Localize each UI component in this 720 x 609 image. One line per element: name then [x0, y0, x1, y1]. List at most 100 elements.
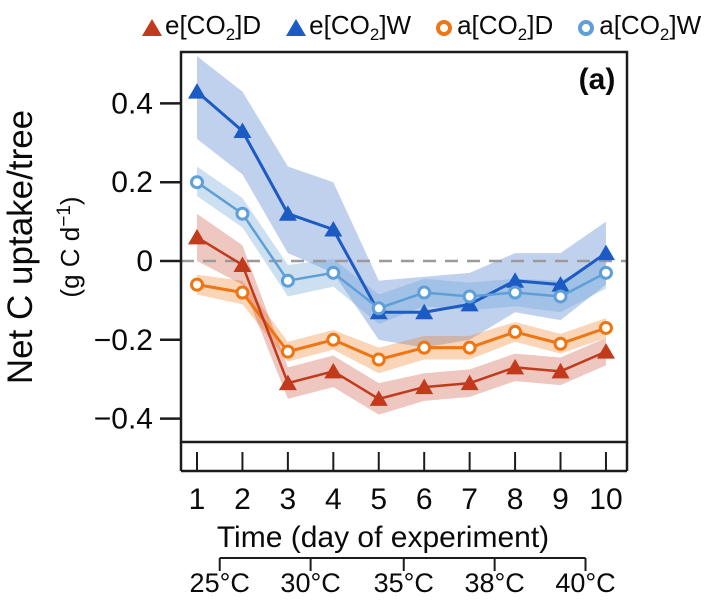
marker-eCO2D-day3: [278, 374, 297, 391]
temperature-label-40°C: 40°C: [555, 568, 615, 598]
x-tick-label-day8: 8: [507, 483, 524, 516]
marker-aCO2D-day8: [508, 324, 523, 339]
marker-aCO2W-day2: [235, 206, 250, 221]
legend-text: ]D: [527, 10, 554, 40]
marker-eCO2W-day1: [188, 83, 206, 99]
marker-eCO2W-day2: [233, 122, 252, 138]
legend-text: ]W: [379, 10, 412, 40]
unit-pre: (g C d: [55, 227, 85, 298]
x-tick-label-day10: 10: [589, 483, 622, 516]
x-tick-label-day3: 3: [280, 483, 297, 516]
marker-aCO2D-day2: [235, 285, 250, 300]
marker-eCO2D-day5: [369, 390, 388, 406]
marker-eCO2D-day7: [460, 374, 479, 391]
temperature-label-25°C: 25°C: [190, 568, 250, 598]
legend-subscript: 2: [517, 25, 528, 45]
x-tick-label-day6: 6: [416, 483, 433, 516]
marker-eCO2W-day3: [278, 205, 297, 221]
axes-group: 0.4 0.2 0 −0.2 −0.4 1 2 3 4 5 6 7 8 9 10 25°C 30°C 35°C 38…: [94, 87, 629, 598]
marker-aCO2D-day7: [462, 340, 477, 355]
marker-eCO2W-day4: [324, 220, 343, 237]
marker-eCO2W-day7: [460, 295, 479, 312]
y-axis-title: Net C uptake/tree: [1, 110, 40, 384]
marker-aCO2D-day9: [553, 336, 568, 351]
legend-text: e[CO: [309, 10, 370, 40]
marker-eCO2W-day10: [596, 244, 615, 261]
marker-aCO2D-day10: [598, 320, 613, 335]
marker-aCO2W-day5: [371, 301, 386, 316]
marker-aCO2W-day4: [326, 265, 341, 280]
marker-aCO2W-day1: [190, 175, 204, 190]
unit-superscript: −1: [54, 205, 75, 227]
legend-item-aco2w: a[CO2]W: [578, 12, 701, 43]
legend-item-eco2w: e[CO2]W: [286, 12, 411, 43]
marker-eCO2D-day4: [324, 362, 343, 379]
marker-aCO2W-day6: [417, 285, 432, 300]
legend-label-aco2d: a[CO2]D: [457, 12, 553, 43]
marker-aCO2W-day8: [508, 285, 523, 300]
legend-label-aco2w: a[CO2]W: [599, 12, 701, 43]
marker-eCO2D-day9: [551, 362, 570, 379]
x-axis-title: Time (day of experiment): [217, 521, 549, 554]
legend-subscript: 2: [659, 25, 670, 45]
y-tick-label-−0.4: −0.4: [94, 403, 153, 436]
legend-text: ]W: [669, 10, 702, 40]
legend-text: e[CO: [165, 10, 226, 40]
filled-triangle-icon: [286, 19, 307, 37]
marker-eCO2D-day2: [233, 256, 252, 272]
marker-aCO2D-day5: [371, 352, 386, 367]
open-circle-icon: [578, 19, 595, 36]
marker-eCO2D-day8: [506, 358, 525, 375]
x-tick-label-day9: 9: [552, 483, 569, 516]
legend-label-eco2w: e[CO2]W: [309, 12, 411, 43]
plot-border: [179, 50, 629, 444]
legend-subscript: 2: [225, 25, 236, 45]
line-eCO2W: [196, 90, 607, 314]
filled-triangle-icon: [142, 19, 162, 37]
y-axis-unit: (g C d−1): [54, 196, 85, 297]
marker-aCO2W-day9: [553, 289, 568, 304]
marker-eCO2W-day8: [506, 272, 525, 288]
marker-aCO2D-day1: [190, 277, 204, 292]
series-group: [188, 83, 615, 406]
x-tick-label-day2: 2: [234, 483, 251, 516]
x-tick-label-day5: 5: [370, 483, 387, 516]
legend-item-eco2d: e[CO2]D: [142, 12, 261, 43]
x-tick-label-day1: 1: [189, 483, 206, 516]
marker-aCO2D-day3: [280, 344, 295, 359]
temperature-label-35°C: 35°C: [374, 568, 434, 598]
y-tick-label-−0.2: −0.2: [94, 324, 153, 357]
legend-subscript: 2: [369, 25, 380, 45]
band-aCO2W: [197, 166, 606, 325]
chart-legend: e[CO2]D e[CO2]W a[CO2]D a[CO2]W: [142, 12, 701, 43]
legend-text: a[CO: [599, 10, 660, 40]
marker-aCO2W-day10: [598, 265, 613, 280]
line-aCO2W: [196, 181, 607, 310]
line-eCO2D: [196, 236, 607, 401]
legend-text: ]D: [235, 10, 262, 40]
legend-text: a[CO: [457, 10, 518, 40]
y-tick-label-0: 0: [136, 245, 153, 278]
band-eCO2W: [197, 56, 606, 348]
panel-label: (a): [579, 63, 616, 96]
y-tick-label-0.4: 0.4: [111, 87, 153, 120]
temperature-label-38°C: 38°C: [464, 568, 524, 598]
temperature-label-30°C: 30°C: [280, 568, 340, 598]
marker-aCO2D-day4: [326, 332, 341, 347]
marker-eCO2W-day9: [551, 276, 570, 292]
x-tick-label-day7: 7: [461, 483, 478, 516]
marker-eCO2W-day6: [415, 303, 434, 320]
marker-aCO2W-day7: [462, 289, 477, 304]
open-circle-icon: [436, 19, 453, 36]
marker-aCO2W-day3: [280, 273, 295, 288]
legend-item-aco2d: a[CO2]D: [436, 12, 553, 43]
marker-eCO2D-day10: [596, 343, 615, 359]
marker-aCO2D-day6: [417, 340, 432, 355]
y-tick-label-0.2: 0.2: [111, 166, 153, 199]
legend-label-eco2d: e[CO2]D: [165, 12, 261, 43]
band-eCO2D: [197, 213, 606, 415]
marker-eCO2D-day1: [188, 228, 206, 245]
unit-post: ): [55, 196, 85, 205]
